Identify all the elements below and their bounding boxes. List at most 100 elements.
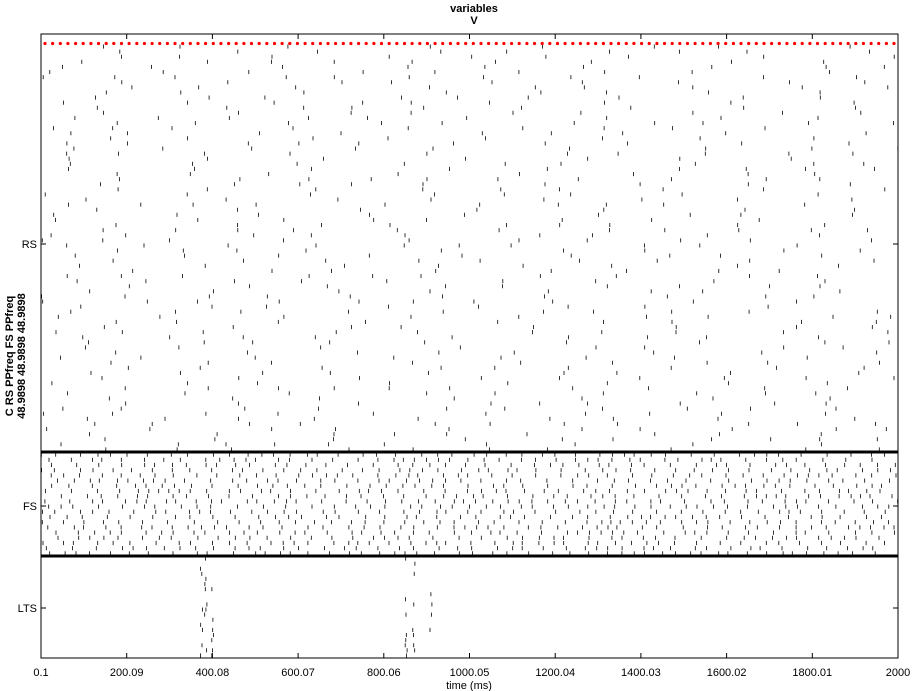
- top-marker: [793, 41, 797, 46]
- top-marker: [127, 41, 131, 46]
- top-marker: [96, 41, 101, 46]
- top-marker: [586, 41, 590, 46]
- top-marker: [379, 41, 384, 46]
- top-marker: [731, 41, 736, 46]
- top-marker: [800, 41, 804, 46]
- population-fs: [40, 452, 898, 556]
- top-marker: [58, 41, 62, 46]
- top-marker: [594, 41, 598, 46]
- top-marker: [150, 41, 154, 46]
- top-marker: [173, 41, 177, 46]
- top-marker: [525, 41, 529, 46]
- top-marker: [632, 41, 636, 46]
- x-tick-label: 0.1: [33, 667, 48, 679]
- top-marker: [770, 41, 774, 46]
- top-marker: [747, 41, 751, 46]
- x-tick-label: 1200.04: [535, 667, 575, 679]
- top-marker: [112, 41, 116, 46]
- top-marker: [227, 41, 231, 46]
- top-marker: [777, 41, 781, 46]
- y-axis-label-line1: C RS PPfreq FS PPfreq: [4, 296, 16, 416]
- top-marker: [410, 41, 414, 46]
- top-marker: [884, 41, 889, 46]
- top-marker: [288, 41, 292, 46]
- top-marker: [433, 41, 437, 46]
- top-marker: [204, 41, 208, 46]
- top-marker: [754, 41, 758, 46]
- population-rs: [41, 44, 899, 452]
- top-marker: [272, 41, 277, 46]
- top-marker: [249, 41, 254, 46]
- top-marker: [387, 41, 391, 46]
- top-marker: [739, 41, 743, 46]
- top-marker: [701, 41, 705, 46]
- top-marker: [349, 41, 353, 46]
- y-tick-label-fs: FS: [23, 501, 37, 513]
- top-marker: [854, 41, 858, 46]
- top-marker: [693, 41, 697, 46]
- top-marker: [81, 41, 85, 46]
- top-marker: [43, 41, 47, 46]
- top-markers: [43, 41, 896, 46]
- top-marker: [532, 41, 537, 46]
- top-marker: [555, 41, 560, 46]
- top-marker: [135, 41, 139, 46]
- top-marker: [548, 41, 552, 46]
- top-marker: [724, 41, 728, 46]
- population-separators: [41, 450, 898, 558]
- top-marker: [655, 41, 659, 46]
- top-marker: [334, 41, 338, 46]
- top-marker: [257, 41, 261, 46]
- chart-title-line1: variables: [450, 3, 498, 15]
- top-marker: [479, 41, 483, 46]
- top-marker: [395, 41, 399, 46]
- top-marker: [861, 41, 866, 46]
- top-marker: [66, 41, 70, 46]
- x-tick-label: 1800.01: [792, 667, 832, 679]
- top-marker: [640, 41, 644, 46]
- top-marker: [823, 41, 827, 46]
- chart-title-line2: V: [470, 15, 478, 27]
- top-marker: [563, 41, 567, 46]
- x-axis-ticks: 0.1 200.09 400.08 600.07 800.06 1000.05 1200.0…: [33, 34, 910, 679]
- top-marker: [372, 41, 376, 46]
- y-axis-label: C RS PPfreq FS PPfreq 48.9898 48.9898 48…: [4, 293, 28, 418]
- top-marker: [219, 41, 223, 46]
- x-tick-label: 2000: [886, 667, 910, 679]
- x-tick-label: 1400.03: [621, 667, 661, 679]
- x-tick-label: 200.09: [110, 667, 144, 679]
- top-marker: [869, 41, 873, 46]
- top-marker: [448, 41, 452, 46]
- top-marker: [341, 41, 345, 46]
- top-marker: [181, 41, 185, 46]
- top-marker: [234, 41, 238, 46]
- top-marker: [211, 41, 215, 46]
- top-marker: [142, 41, 146, 46]
- top-marker: [119, 41, 124, 46]
- spike-raster: [40, 44, 899, 658]
- top-marker: [425, 41, 429, 46]
- top-marker: [647, 41, 651, 46]
- top-marker: [242, 41, 246, 46]
- top-marker: [158, 41, 162, 46]
- x-tick-label: 1600.02: [707, 667, 747, 679]
- top-marker: [808, 41, 812, 46]
- top-marker: [89, 41, 93, 46]
- top-marker: [464, 41, 468, 46]
- top-marker: [838, 41, 843, 46]
- y-tick-label-lts: LTS: [18, 603, 37, 615]
- top-marker: [471, 41, 475, 46]
- top-marker: [51, 41, 55, 46]
- population-lts: [200, 556, 433, 658]
- top-marker: [357, 41, 361, 46]
- top-marker: [678, 41, 682, 46]
- top-marker: [831, 41, 835, 46]
- top-marker: [716, 41, 720, 46]
- top-marker: [456, 41, 460, 46]
- top-marker: [318, 41, 322, 46]
- top-marker: [265, 41, 269, 46]
- top-marker: [685, 41, 690, 46]
- top-marker: [188, 41, 192, 46]
- x-tick-label: 1000.05: [450, 667, 490, 679]
- top-marker: [441, 41, 445, 46]
